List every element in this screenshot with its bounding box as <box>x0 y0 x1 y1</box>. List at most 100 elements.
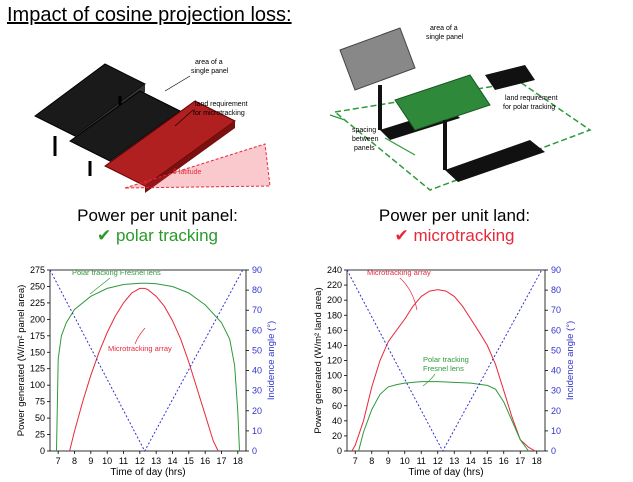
x-tick-label: 17 <box>515 456 525 466</box>
series-line <box>56 282 240 452</box>
y-tick-label: 150 <box>30 347 45 357</box>
series-line <box>69 287 219 452</box>
y2-tick-label: 50 <box>551 345 561 355</box>
right-heading: Power per unit land: ✔ microtracking <box>352 206 557 246</box>
annotation-leader <box>399 277 418 311</box>
x-tick-label: 18 <box>233 456 243 466</box>
chart-panel-power: 0 25 50 75 100 125 150 175 200 225 250 275 0 10 20 30 40… <box>16 265 277 478</box>
y-tick-label: 125 <box>30 364 45 374</box>
y-tick-label: 200 <box>327 295 342 305</box>
x-tick-label: 9 <box>386 456 391 466</box>
x-tick-label: 7 <box>56 456 61 466</box>
left-heading-line1: Power per unit panel: <box>77 206 238 225</box>
callout-area-panel-r-line2: single panel <box>426 34 464 41</box>
y2-tick-label: 80 <box>252 285 262 295</box>
y-tick-label: 160 <box>327 325 342 335</box>
annotation-leader <box>134 327 146 345</box>
y-tick-label: 50 <box>35 413 45 423</box>
y2-tick-label: 90 <box>551 265 561 275</box>
callout-spacing-line3: panels <box>354 145 375 152</box>
y-tick-label: 0 <box>337 446 342 456</box>
y2-axis-label: Incidence angle (°) <box>565 321 576 400</box>
right-heading-line2: microtracking <box>413 226 515 245</box>
check-icon-red: ✔ <box>394 226 409 245</box>
callout-land-polar: land requirement <box>505 95 558 102</box>
y2-tick-label: 40 <box>252 366 262 376</box>
polar-tracking-illustration: area of a single panel land requirement … <box>329 25 592 191</box>
y-tick-label: 80 <box>332 386 342 396</box>
x-tick-label: 15 <box>482 456 492 466</box>
y2-tick-label: 70 <box>252 305 262 315</box>
y2-tick-label: 70 <box>551 305 561 315</box>
y2-tick-label: 40 <box>551 366 561 376</box>
y2-tick-label: 10 <box>551 426 561 436</box>
y2-axis-label: Incidence angle (°) <box>266 321 277 400</box>
series-annotation: Polar tracking Fresnel lens <box>423 355 469 373</box>
y-tick-label: 75 <box>35 397 45 407</box>
y2-tick-label: 80 <box>551 285 561 295</box>
series-line <box>351 289 536 452</box>
incidence-angle-line <box>346 269 543 453</box>
x-tick-label: 10 <box>400 456 410 466</box>
theta-latitude-label: θ latitude <box>173 169 202 176</box>
callout-area-panel: area of a <box>195 59 223 66</box>
y-tick-label: 100 <box>327 371 342 381</box>
x-tick-label: 7 <box>353 456 358 466</box>
y-axis-label: Power generated (W/m² land area) <box>313 287 324 433</box>
land-requirement-polar <box>333 81 592 191</box>
annotation-leader <box>89 277 111 295</box>
annotation-leader <box>422 373 436 387</box>
x-tick-label: 18 <box>532 456 542 466</box>
x-tick-label: 16 <box>200 456 210 466</box>
y2-tick-label: 20 <box>252 406 262 416</box>
y-tick-label: 140 <box>327 340 342 350</box>
slide-title: Impact of cosine projection loss: <box>7 4 292 26</box>
y2-tick-label: 50 <box>252 345 262 355</box>
series-line <box>358 381 529 452</box>
x-tick-label: 9 <box>88 456 93 466</box>
y2-tick-label: 30 <box>252 386 262 396</box>
right-heading-line1: Power per unit land: <box>378 206 531 225</box>
y-tick-label: 250 <box>30 281 45 291</box>
y-tick-label: 175 <box>30 331 45 341</box>
x-tick-label: 17 <box>216 456 226 466</box>
chart-land-power: 0 20 40 60 80 100 120 140 160 180 200 220 240 0 10 20 30… <box>313 265 576 478</box>
series-annotation: Microtracking array <box>108 344 172 353</box>
x-tick-label: 14 <box>466 456 476 466</box>
series-annotation: Microtracking array <box>367 268 431 277</box>
y2-tick-label: 60 <box>252 325 262 335</box>
plot-frame <box>49 269 247 452</box>
y2-tick-label: 0 <box>252 446 257 456</box>
y-tick-label: 100 <box>30 380 45 390</box>
incidence-angle-line <box>49 269 244 453</box>
panel-row-red <box>104 100 236 193</box>
callout-land-micro-line2: for microtracking <box>193 110 245 117</box>
x-tick-label: 11 <box>417 456 426 466</box>
y2-tick-label: 90 <box>252 265 262 275</box>
x-tick-label: 16 <box>499 456 509 466</box>
y2-tick-label: 30 <box>551 386 561 396</box>
x-tick-label: 11 <box>119 456 128 466</box>
land-requirement-microtracking <box>124 143 271 189</box>
x-tick-label: 8 <box>72 456 77 466</box>
callout-spacing-line2: between <box>352 136 379 143</box>
y-tick-label: 25 <box>35 430 45 440</box>
y-tick-label: 275 <box>30 265 45 275</box>
y-tick-label: 20 <box>332 431 342 441</box>
y-tick-label: 200 <box>30 314 45 324</box>
y2-tick-label: 60 <box>551 325 561 335</box>
x-tick-label: 13 <box>151 456 161 466</box>
check-icon: ✔ <box>96 226 112 245</box>
y-axis-label: Power generated (W/m² panel area) <box>16 285 27 437</box>
y-tick-label: 240 <box>327 265 342 275</box>
callout-land-micro: land requirement <box>195 101 248 108</box>
left-heading: Power per unit panel: ✔ polar tracking <box>55 206 260 246</box>
x-tick-label: 15 <box>184 456 194 466</box>
callout-spacing: spacing <box>352 127 376 134</box>
green-panel <box>394 74 545 182</box>
callout-area-panel-r: area of a <box>430 25 458 32</box>
y-tick-label: 40 <box>332 416 342 426</box>
x-tick-label: 8 <box>369 456 374 466</box>
callout-area-panel-line2: single panel <box>191 68 229 75</box>
microtracking-illustration: θ latitude area of a single panel land r… <box>34 59 271 193</box>
